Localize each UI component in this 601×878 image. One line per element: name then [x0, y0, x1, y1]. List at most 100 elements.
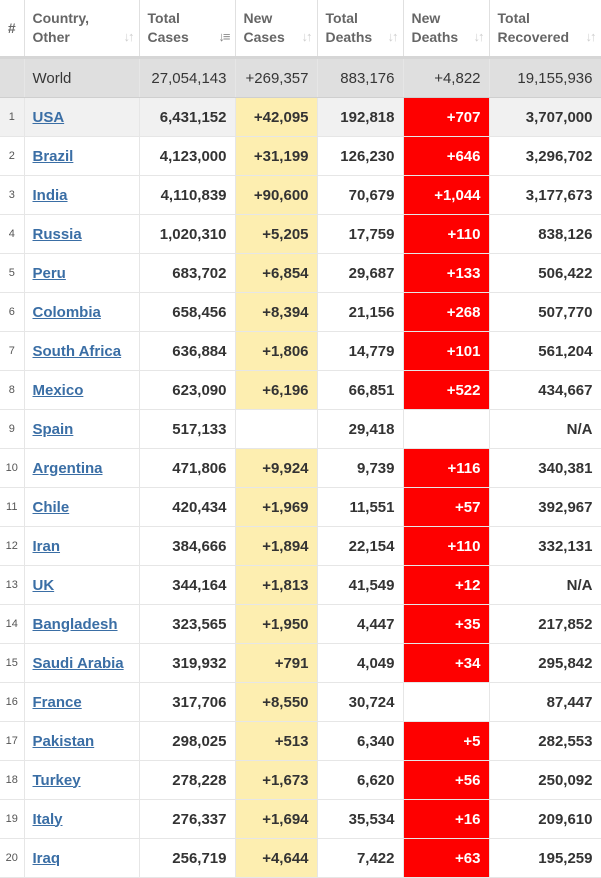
total-recovered-cell: 3,296,702	[489, 136, 601, 176]
header-total-deaths-line1: Total	[325, 10, 358, 26]
country-cell: Iran	[24, 526, 140, 566]
new-cases-cell: +90,600	[235, 175, 318, 215]
total-cases-cell: 323,565	[139, 604, 236, 644]
country-link[interactable]: UK	[32, 576, 55, 594]
country-cell: Iraq	[24, 838, 140, 878]
new-deaths-cell	[403, 409, 490, 449]
country-cell: India	[24, 175, 140, 215]
new-deaths-cell: +268	[403, 292, 490, 332]
table-row: 7 South Africa 636,884 +1,806 14,779 +101 561,…	[0, 331, 601, 371]
total-deaths-cell: 30,724	[317, 682, 404, 722]
table-row: 2 Brazil 4,123,000 +31,199 126,230 +646 3,296,…	[0, 136, 601, 176]
country-link[interactable]: Peru	[32, 264, 66, 282]
country-link[interactable]: Iran	[32, 537, 61, 555]
col-header-total-recovered[interactable]: Total Recovered ↓↑	[489, 0, 601, 59]
total-recovered-cell: 209,610	[489, 799, 601, 839]
country-link[interactable]: Turkey	[32, 771, 81, 789]
new-deaths-cell	[403, 682, 490, 722]
world-new-deaths: +4,822	[403, 57, 490, 98]
rank-cell: 10	[0, 448, 25, 488]
new-deaths-cell: +116	[403, 448, 490, 488]
total-deaths-cell: 41,549	[317, 565, 404, 605]
new-deaths-cell: +12	[403, 565, 490, 605]
country-cell: Spain	[24, 409, 140, 449]
country-link[interactable]: Chile	[32, 498, 70, 516]
total-deaths-cell: 35,534	[317, 799, 404, 839]
col-header-new-deaths[interactable]: New Deaths ↓↑	[403, 0, 490, 59]
new-cases-cell: +8,394	[235, 292, 318, 332]
country-cell: Chile	[24, 487, 140, 527]
table-row: 4 Russia 1,020,310 +5,205 17,759 +110 838,126	[0, 214, 601, 254]
col-header-total-deaths[interactable]: Total Deaths ↓↑	[317, 0, 404, 59]
total-recovered-cell: 392,967	[489, 487, 601, 527]
total-cases-cell: 420,434	[139, 487, 236, 527]
sort-descending-icon[interactable]: ↓≡	[218, 29, 230, 44]
header-total-cases-line2: Cases	[147, 29, 189, 45]
total-deaths-cell: 4,447	[317, 604, 404, 644]
total-deaths-cell: 192,818	[317, 97, 404, 137]
total-deaths-cell: 17,759	[317, 214, 404, 254]
header-total-deaths-line2: Deaths	[325, 29, 373, 45]
rank-cell: 16	[0, 682, 25, 722]
total-deaths-cell: 22,154	[317, 526, 404, 566]
country-link[interactable]: Mexico	[32, 381, 84, 399]
country-cell: Mexico	[24, 370, 140, 410]
table-row: 6 Colombia 658,456 +8,394 21,156 +268 507,770	[0, 292, 601, 332]
country-link[interactable]: Colombia	[32, 303, 101, 321]
total-recovered-cell: 3,177,673	[489, 175, 601, 215]
total-cases-cell: 319,932	[139, 643, 236, 683]
table-row: 12 Iran 384,666 +1,894 22,154 +110 332,131	[0, 526, 601, 566]
sort-arrows-icon[interactable]: ↓↑	[123, 29, 135, 44]
total-deaths-cell: 11,551	[317, 487, 404, 527]
total-recovered-cell: 332,131	[489, 526, 601, 566]
new-deaths-cell: +56	[403, 760, 490, 800]
rank-cell: 19	[0, 799, 25, 839]
country-link[interactable]: South Africa	[32, 342, 122, 360]
country-link[interactable]: Saudi Arabia	[32, 654, 124, 672]
total-recovered-cell: 295,842	[489, 643, 601, 683]
table-row: 11 Chile 420,434 +1,969 11,551 +57 392,967	[0, 487, 601, 527]
col-header-country[interactable]: Country, Other ↓↑	[24, 0, 140, 59]
country-link[interactable]: Bangladesh	[32, 615, 118, 633]
country-link[interactable]: Iraq	[32, 849, 61, 867]
country-link[interactable]: Italy	[32, 810, 63, 828]
total-cases-cell: 4,110,839	[139, 175, 236, 215]
table-body: World 27,054,143 +269,357 883,176 +4,822…	[0, 57, 601, 878]
new-deaths-cell: +101	[403, 331, 490, 371]
rank-cell: 11	[0, 487, 25, 527]
total-recovered-cell: 838,126	[489, 214, 601, 254]
country-cell: Colombia	[24, 292, 140, 332]
total-deaths-cell: 126,230	[317, 136, 404, 176]
total-deaths-cell: 29,418	[317, 409, 404, 449]
country-link[interactable]: USA	[32, 108, 65, 126]
new-cases-cell: +1,806	[235, 331, 318, 371]
country-link[interactable]: Pakistan	[32, 732, 95, 750]
header-new-cases-line1: New	[243, 10, 273, 26]
world-new-cases: +269,357	[235, 57, 318, 98]
world-total-cases: 27,054,143	[139, 57, 236, 98]
total-recovered-cell: 217,852	[489, 604, 601, 644]
country-link[interactable]: Argentina	[32, 459, 103, 477]
table-row: 17 Pakistan 298,025 +513 6,340 +5 282,553	[0, 721, 601, 761]
col-header-total-cases[interactable]: Total Cases ↓≡	[139, 0, 236, 59]
country-link[interactable]: India	[32, 186, 68, 204]
country-link[interactable]: Russia	[32, 225, 82, 243]
country-cell: France	[24, 682, 140, 722]
new-cases-cell: +4,644	[235, 838, 318, 878]
table-header: # Country, Other ↓↑ Total Cases ↓≡ New C…	[0, 0, 601, 59]
table-row: 14 Bangladesh 323,565 +1,950 4,447 +35 217,852	[0, 604, 601, 644]
sort-arrows-icon[interactable]: ↓↑	[387, 29, 399, 44]
table-row: 9 Spain 517,133 29,418 N/A	[0, 409, 601, 449]
rank-cell: 15	[0, 643, 25, 683]
country-link[interactable]: Brazil	[32, 147, 74, 165]
country-link[interactable]: Spain	[32, 420, 74, 438]
sort-arrows-icon[interactable]: ↓↑	[301, 29, 313, 44]
col-header-new-cases[interactable]: New Cases ↓↑	[235, 0, 318, 59]
table-row: 20 Iraq 256,719 +4,644 7,422 +63 195,259	[0, 838, 601, 878]
country-cell: Bangladesh	[24, 604, 140, 644]
sort-arrows-icon[interactable]: ↓↑	[585, 29, 597, 44]
country-link[interactable]: France	[32, 693, 82, 711]
sort-arrows-icon[interactable]: ↓↑	[473, 29, 485, 44]
total-cases-cell: 344,164	[139, 565, 236, 605]
new-deaths-cell: +522	[403, 370, 490, 410]
